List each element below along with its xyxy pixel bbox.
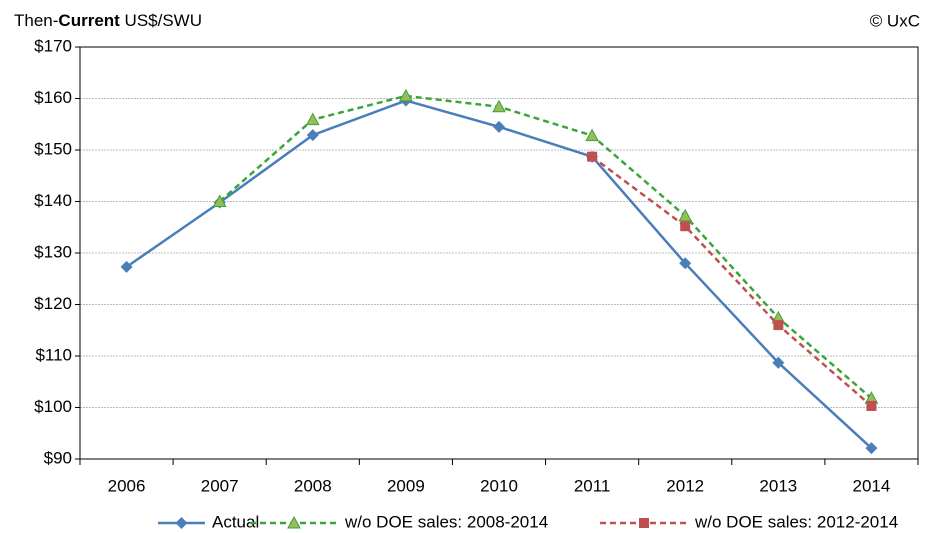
y-tick-label: $170 <box>34 36 72 55</box>
legend-marker <box>287 515 301 529</box>
marker <box>492 99 506 113</box>
marker <box>399 88 413 102</box>
y-tick-label: $120 <box>34 294 72 313</box>
x-tick-label: 2014 <box>853 476 891 495</box>
series-line <box>218 94 873 400</box>
marker <box>772 356 785 369</box>
subtitle-part: Current <box>58 11 120 30</box>
marker <box>212 194 227 207</box>
y-tick-label: $150 <box>34 139 72 158</box>
legend-label: w/o DOE sales: 2008-2014 <box>344 512 548 531</box>
x-tick-label: 2013 <box>759 476 797 495</box>
y-tick-label: $130 <box>34 242 72 261</box>
marker <box>680 221 691 232</box>
y-tick-label: $160 <box>34 88 72 107</box>
marker <box>585 128 599 142</box>
marker <box>587 151 598 162</box>
legend-label: Actual <box>212 512 259 531</box>
subtitle: Then-Current US$/SWU <box>14 11 202 30</box>
y-tick-label: $140 <box>34 191 72 210</box>
marker <box>866 400 877 411</box>
marker <box>305 112 320 126</box>
y-tick-label: $110 <box>35 345 72 364</box>
marker <box>773 320 784 331</box>
legend-marker <box>175 517 188 529</box>
x-tick-label: 2007 <box>201 476 239 495</box>
marker <box>679 257 692 270</box>
legend-marker <box>639 518 649 528</box>
x-tick-label: 2012 <box>666 476 704 495</box>
marker <box>678 208 693 222</box>
subtitle-part: US$/SWU <box>120 11 202 30</box>
series-line <box>125 99 873 450</box>
marker <box>120 260 133 273</box>
x-tick-label: 2011 <box>574 476 611 495</box>
subtitle-part: Then- <box>14 11 58 30</box>
credit: © UxC <box>870 11 920 30</box>
y-tick-label: $100 <box>34 397 72 416</box>
legend-label: w/o DOE sales: 2012-2014 <box>694 512 898 531</box>
x-tick-label: 2008 <box>294 476 332 495</box>
series-line <box>591 155 873 407</box>
x-tick-label: 2006 <box>108 476 146 495</box>
x-tick-label: 2010 <box>480 476 518 495</box>
x-tick-label: 2009 <box>387 476 425 495</box>
plot-frame <box>79 46 919 460</box>
marker <box>493 120 505 133</box>
marker <box>865 442 878 455</box>
marker <box>306 129 319 142</box>
y-tick-label: $90 <box>44 448 72 467</box>
